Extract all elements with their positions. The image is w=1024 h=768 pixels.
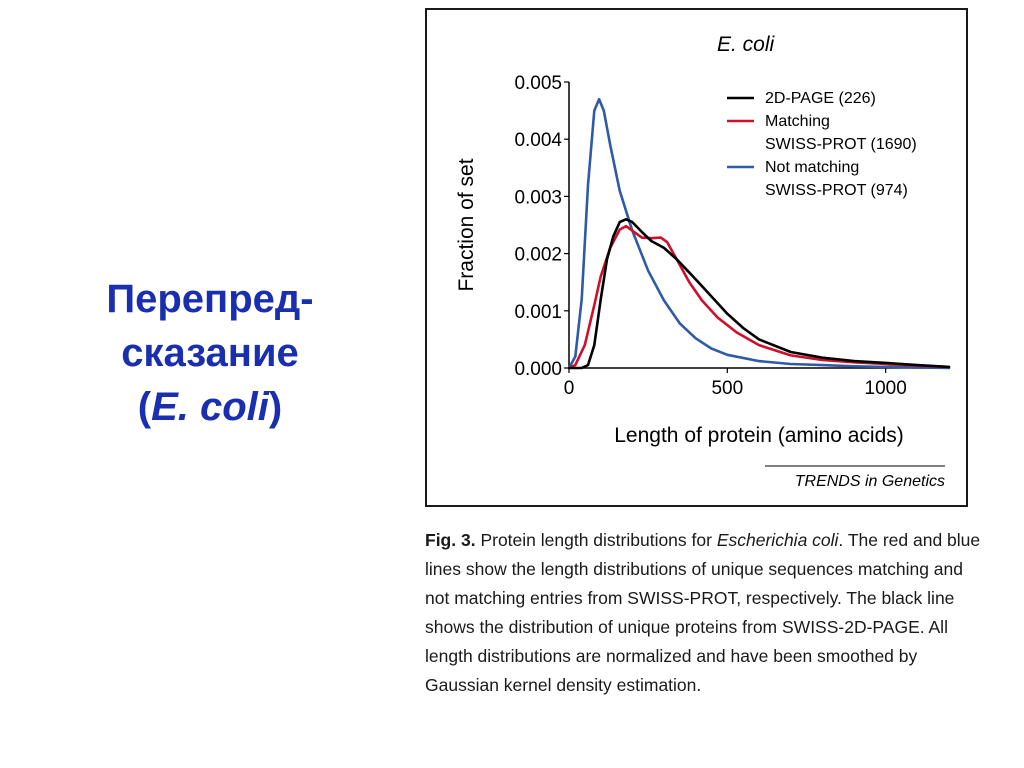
- chart-title: E. coli: [717, 33, 776, 56]
- y-axis-label: Fraction of set: [455, 158, 478, 291]
- title-species: E. coli: [151, 385, 269, 429]
- title-paren-close: ): [268, 385, 283, 429]
- caption-text-before: Protein length distributions for: [480, 530, 712, 550]
- slide-title-line1: Перепред-: [106, 277, 314, 321]
- y-tick-label: 0.001: [514, 302, 562, 323]
- caption-text-after: . The red and blue lines show the length…: [425, 530, 981, 695]
- legend-label: SWISS-PROT (1690): [765, 136, 917, 153]
- legend-label: SWISS-PROT (974): [765, 182, 908, 199]
- x-tick-label: 500: [711, 378, 743, 399]
- caption-species: Escherichia coli: [716, 530, 839, 550]
- figure-source: TRENDS in Genetics: [795, 473, 945, 490]
- legend-label: Not matching: [765, 159, 859, 176]
- y-tick-label: 0.004: [514, 130, 562, 151]
- x-tick-label: 1000: [865, 378, 907, 399]
- x-tick-label: 0: [564, 378, 575, 399]
- y-tick-label: 0.002: [514, 245, 562, 266]
- slide-title-line2: сказание: [121, 331, 299, 375]
- y-tick-label: 0.003: [514, 187, 562, 208]
- line-chart: 0.000 0.001 0.002 0.003 0.004 0.005 0 500 1000 Le…: [455, 33, 951, 490]
- y-tick-label: 0.005: [514, 73, 562, 94]
- legend-label: Matching: [765, 113, 830, 130]
- series-line: [567, 97, 951, 370]
- legend-label: 2D-PAGE (226): [765, 90, 876, 107]
- series-line: [567, 218, 951, 370]
- figure-caption: Fig. 3. Protein length distributions for…: [425, 526, 985, 700]
- caption-label: Fig. 3.: [425, 530, 476, 550]
- x-axis-label: Length of protein (amino acids): [614, 424, 904, 447]
- figure-frame: 0.000 0.001 0.002 0.003 0.004 0.005 0 500 1000 Le…: [425, 8, 968, 507]
- title-paren-open: (: [137, 385, 152, 429]
- slide-title: Перепред- сказание (E. coli): [40, 272, 380, 434]
- series-line: [567, 224, 951, 370]
- slide-title-line3: (E. coli): [40, 380, 380, 434]
- y-tick-label: 0.000: [514, 359, 562, 380]
